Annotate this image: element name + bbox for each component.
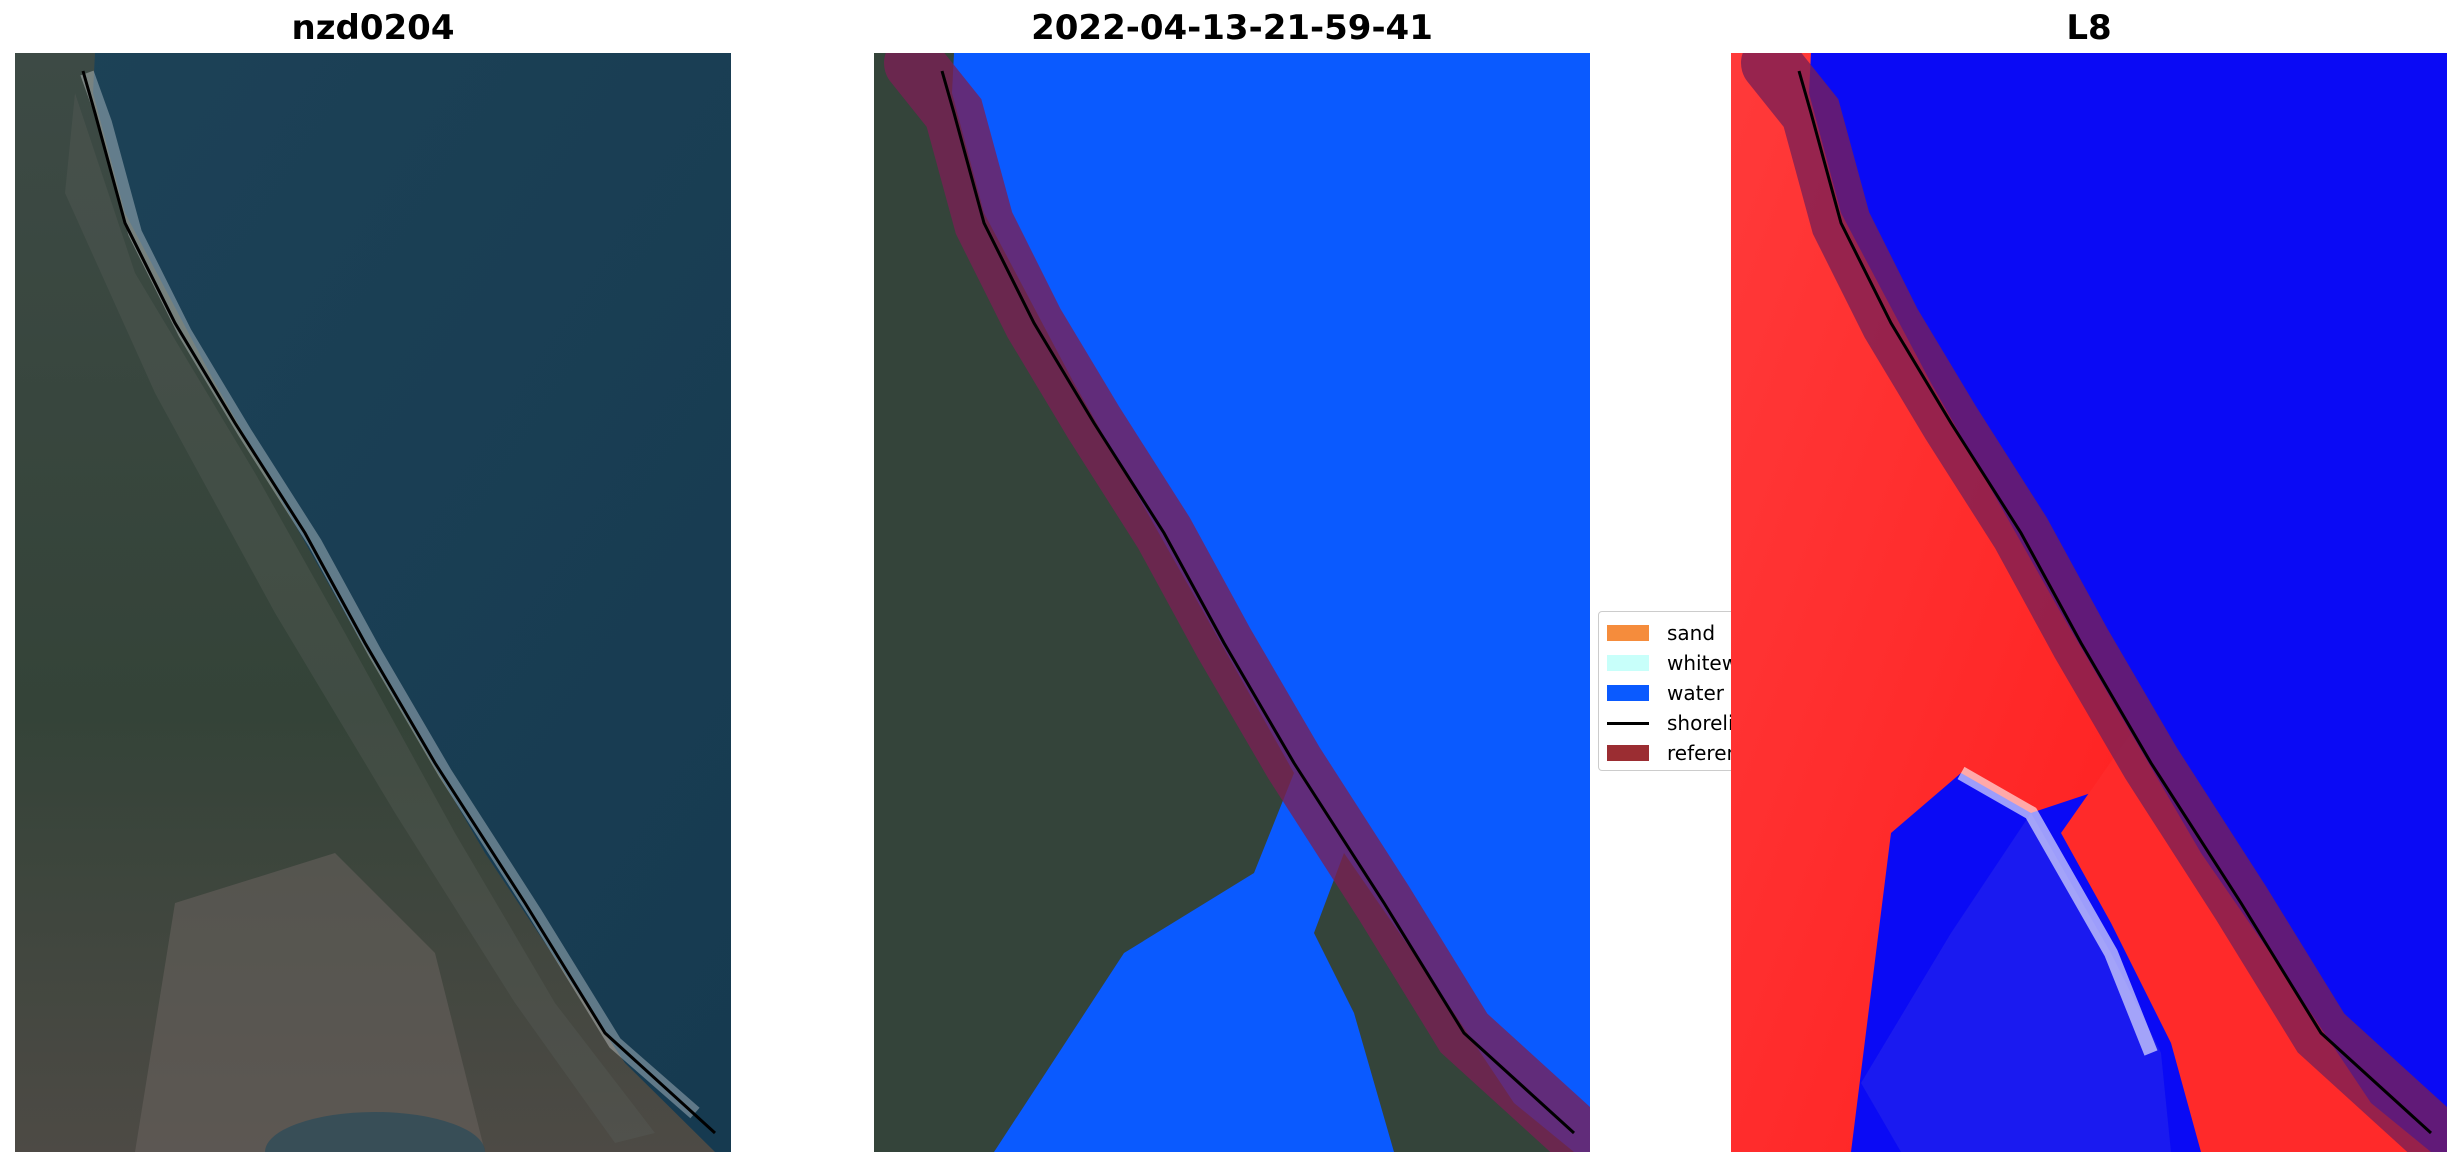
index-image bbox=[1731, 53, 2447, 1152]
legend-swatch-shoreline bbox=[1607, 721, 1649, 725]
panel-title-classified: 2022-04-13-21-59-41 bbox=[1031, 8, 1433, 48]
legend: sand whitewater water shoreline referenc… bbox=[1598, 611, 1738, 771]
panel-title-rgb: nzd0204 bbox=[291, 8, 455, 48]
legend-swatch-sand bbox=[1607, 625, 1649, 641]
legend-swatch-water bbox=[1607, 685, 1649, 701]
legend-item-water: water bbox=[1607, 678, 1737, 708]
legend-item-buffer: reference shoreline buffer bbox=[1607, 738, 1737, 768]
classified-image bbox=[874, 53, 1590, 1152]
legend-swatch-whitewater bbox=[1607, 655, 1649, 671]
panel-title-index: L8 bbox=[2066, 8, 2112, 48]
legend-item-shoreline: shoreline bbox=[1607, 708, 1737, 738]
legend-swatch-buffer bbox=[1607, 745, 1649, 761]
detected-shoreline bbox=[81, 70, 717, 1135]
legend-item-whitewater: whitewater bbox=[1607, 648, 1737, 678]
legend-item-sand: sand bbox=[1607, 618, 1737, 648]
rgb-satellite-image bbox=[15, 53, 731, 1152]
